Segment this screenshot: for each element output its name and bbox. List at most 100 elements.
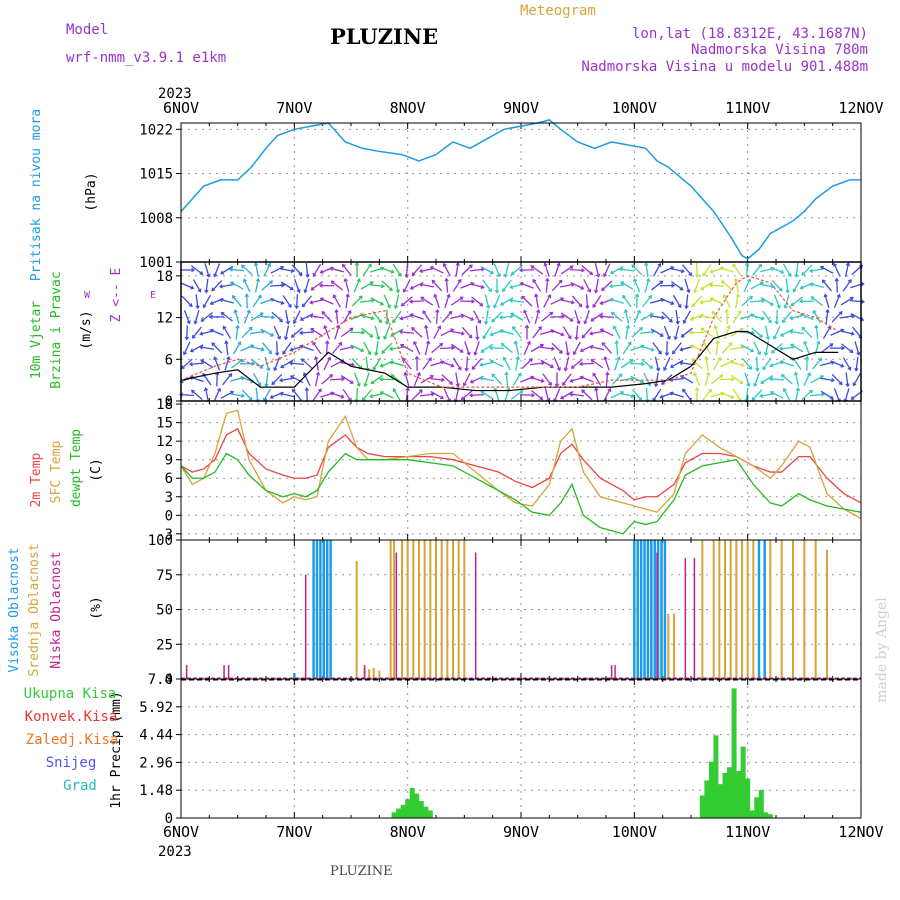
wind-arrow — [312, 341, 322, 355]
wind-arrowhead — [312, 341, 317, 346]
wind-arrowhead — [446, 293, 451, 298]
wind-arrowhead — [568, 392, 573, 397]
wind-arrowhead — [536, 309, 541, 314]
wind-arrowhead — [794, 274, 799, 279]
wind-arrow — [824, 294, 830, 309]
wind-arrowhead — [570, 300, 575, 305]
wind-arrowhead — [425, 340, 431, 345]
wind-arrowhead — [279, 391, 284, 396]
y-tick-label: 2.96 — [139, 755, 173, 771]
wind-arrowhead — [321, 310, 326, 315]
wind-arrow — [560, 390, 574, 400]
wind-arrow — [539, 346, 555, 350]
wind-arrow — [530, 344, 544, 353]
wind-arrow — [800, 313, 814, 321]
wind-arrowhead — [271, 381, 276, 386]
wind-arrowhead — [556, 367, 561, 372]
high-cloud-bar — [636, 540, 639, 679]
wind-arrowhead — [760, 316, 765, 321]
x-tick-label-bottom: 7NOV — [276, 823, 312, 841]
wind-arrow — [213, 263, 221, 277]
wind-arrowhead — [702, 272, 707, 277]
wind-arrow — [735, 294, 739, 309]
wind-arrowhead — [389, 360, 394, 365]
mid-cloud-bar — [729, 540, 732, 679]
wind-arrow — [261, 280, 273, 291]
wind-arrow — [732, 388, 742, 402]
low-cloud-bar — [185, 665, 188, 679]
wind-arrowhead — [323, 324, 328, 329]
wind-arrow — [792, 357, 802, 370]
wind-arrowhead — [289, 286, 294, 291]
wind-arrowhead — [213, 273, 218, 278]
wind-arrow — [392, 310, 402, 323]
wind-arrow — [374, 325, 380, 340]
wind-arrowhead — [199, 331, 204, 336]
wind-arrowhead — [299, 344, 304, 349]
wind-arrowhead — [199, 345, 204, 350]
wind-arrow — [713, 357, 721, 371]
wind-arrowhead — [515, 355, 520, 360]
wind-arrowhead — [830, 377, 835, 383]
wind-arrow — [480, 343, 494, 353]
high-cloud-bar — [293, 673, 296, 679]
wind-arrow — [750, 314, 764, 320]
wind-arrowhead — [709, 269, 714, 274]
wind-arrow — [320, 297, 334, 305]
wind-arrowhead — [580, 285, 585, 290]
wind-arrow — [751, 327, 763, 338]
wind-arrow — [363, 341, 371, 355]
wind-arrow — [405, 262, 409, 278]
wind-arrowhead — [700, 286, 705, 291]
wind-arrowhead — [829, 395, 834, 400]
wind-arrow — [470, 283, 484, 289]
wind-arrowhead — [360, 348, 365, 353]
wind-arrowhead — [562, 381, 566, 386]
wind-arrowhead — [587, 288, 592, 293]
wind-arrow — [651, 280, 663, 291]
wind-arrow — [440, 360, 454, 367]
compass-e: E — [150, 290, 156, 301]
wind-arrow — [411, 264, 423, 276]
wind-arrow — [704, 372, 710, 387]
wind-arrow — [443, 263, 451, 277]
wind-arrowhead — [268, 350, 273, 355]
wind-arrowhead — [233, 309, 238, 314]
wind-arrow — [684, 278, 690, 293]
wind-arrow — [791, 296, 803, 306]
wind-arrowhead — [496, 273, 501, 278]
wind-arrow — [514, 341, 520, 356]
wind-arrowhead — [395, 289, 401, 294]
wind-arrowhead — [312, 272, 317, 277]
wind-arrow — [700, 281, 714, 290]
mid-cloud-bar — [792, 540, 794, 679]
mid-cloud-bar — [401, 540, 403, 679]
precip-bar — [740, 746, 746, 818]
wind-arrowhead — [790, 343, 795, 348]
wind-arrow — [573, 341, 581, 355]
wind-arrow — [742, 357, 752, 370]
wind-arrowhead — [450, 363, 455, 368]
wind-arrow — [280, 392, 294, 398]
wind-arrowhead — [466, 351, 471, 356]
wind-arrowhead — [664, 352, 670, 357]
wind-arrowhead — [821, 392, 826, 397]
wind-arrowhead — [523, 309, 528, 314]
wind-arrowhead — [740, 362, 745, 367]
wind-arrowhead — [746, 383, 751, 388]
wind-arrow — [181, 358, 193, 369]
wind-arrow — [810, 375, 824, 384]
high-cloud-bar — [639, 540, 643, 679]
wind-arrow — [675, 309, 679, 324]
wind-arrow — [250, 345, 264, 351]
wind-arrow — [229, 268, 245, 272]
wind-arrow — [390, 361, 404, 367]
wind-arrowhead — [789, 315, 794, 321]
wind-arrow — [770, 266, 784, 274]
wind-arrowhead — [771, 349, 775, 354]
wind-arrow — [473, 310, 481, 324]
high-cloud-bar — [325, 540, 329, 679]
wind-arrow — [663, 357, 671, 371]
wind-arrowhead — [732, 263, 737, 268]
wind-arrowhead — [719, 266, 724, 271]
